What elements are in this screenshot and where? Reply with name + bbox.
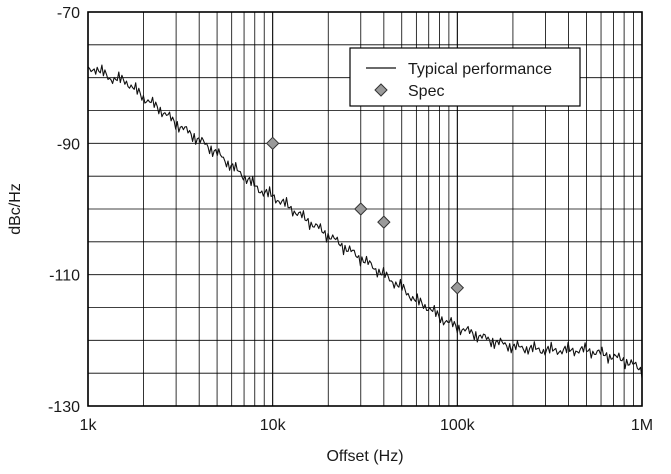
legend-diamond-marker-icon: [374, 83, 388, 97]
y-tick-label: -70: [57, 5, 80, 22]
y-tick-label: -110: [49, 268, 80, 285]
y-tick-label: -130: [48, 399, 80, 416]
plot-frame: [87, 11, 643, 407]
legend-box: [349, 47, 581, 107]
series-line-typical-performance: [87, 64, 643, 378]
spec-point-marker: [450, 281, 465, 295]
y-tick-label: -90: [57, 136, 80, 153]
x-tick-label: 1k: [80, 417, 98, 434]
x-axis-title: Offset (Hz): [326, 448, 403, 465]
x-tick-label: 1M: [631, 417, 653, 434]
series-layer: [87, 64, 643, 378]
legend-label-typical-performance: Typical performance: [408, 61, 552, 78]
x-tick-label: 100k: [440, 417, 476, 434]
spec-point-marker: [377, 215, 391, 229]
spec-point-marker: [354, 202, 368, 216]
legend-label-spec: Spec: [408, 83, 444, 100]
x-tick-labels: 1k 10k 100k 1M: [80, 417, 654, 434]
y-axis-title: dBc/Hz: [7, 183, 24, 235]
x-tick-label: 10k: [260, 417, 287, 434]
spec-point-marker: [265, 136, 280, 151]
y-tick-labels: -70 -90 -110 -130: [48, 5, 80, 416]
legend: Typical performance Spec: [349, 47, 581, 107]
